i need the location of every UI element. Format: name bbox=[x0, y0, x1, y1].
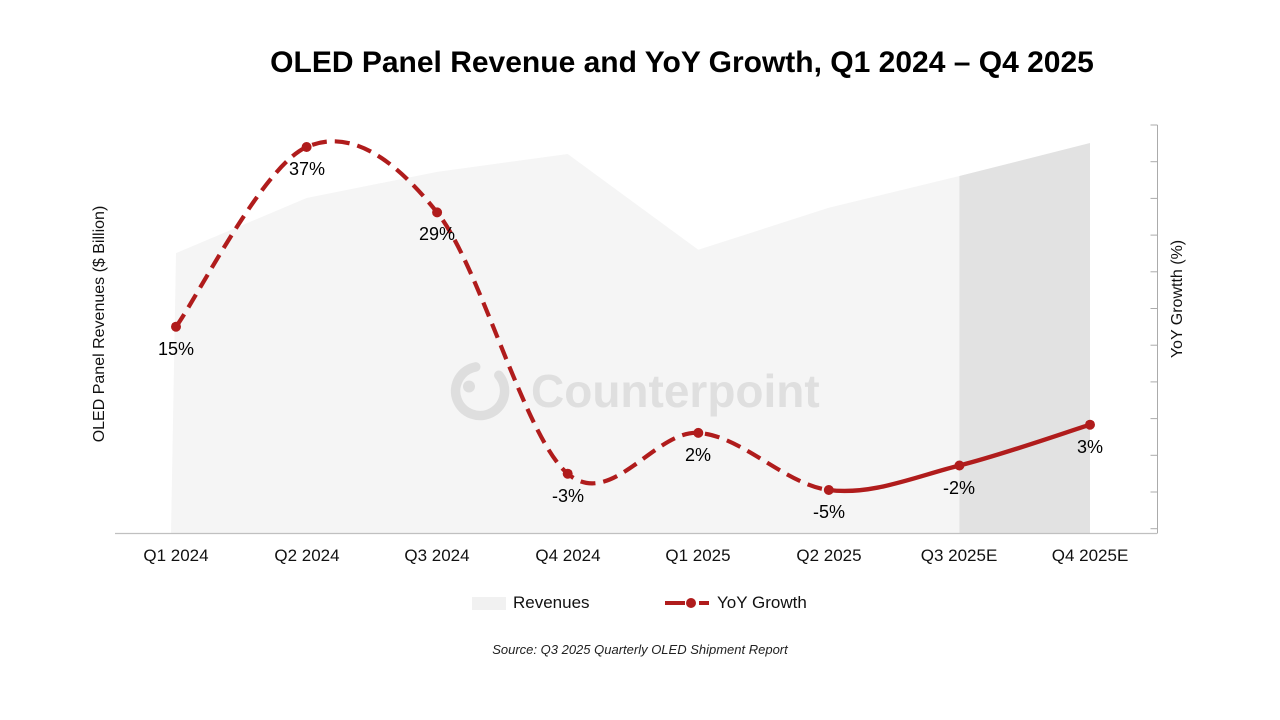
yoy-data-point-dot bbox=[432, 207, 443, 218]
x-axis-label: Q1 2025 bbox=[665, 546, 731, 565]
x-axis-label: Q1 2024 bbox=[143, 546, 209, 565]
yoy-data-point-dot bbox=[301, 142, 312, 152]
watermark: Counterpoint bbox=[450, 362, 820, 421]
source-note: Source: Q3 2025 Quarterly OLED Shipment … bbox=[492, 642, 788, 657]
x-axis-label: Q2 2024 bbox=[274, 546, 340, 565]
x-axis-label: Q2 2025 bbox=[796, 546, 862, 565]
legend-item-revenues: Revenues bbox=[472, 593, 590, 613]
yoy-data-point-dot bbox=[823, 485, 834, 495]
revenues-swatch-icon bbox=[472, 596, 506, 610]
yoy-data-point-dot bbox=[954, 460, 965, 471]
yoy-data-point-dot bbox=[693, 427, 704, 438]
x-axis-label: Q4 2025E bbox=[1051, 546, 1129, 565]
watermark-logo-icon bbox=[450, 362, 510, 421]
legend-item-yoy-growth: YoY Growth bbox=[664, 593, 807, 613]
x-axis-label: Q3 2024 bbox=[404, 546, 470, 565]
watermark-logo-dot-icon bbox=[463, 380, 475, 393]
yoy-line-layer bbox=[171, 139, 1095, 495]
chart-title: OLED Panel Revenue and YoY Growth, Q1 20… bbox=[270, 46, 1094, 79]
x-axis-label: Q3 2025E bbox=[920, 546, 998, 565]
yoy-line-marker-icon bbox=[665, 598, 709, 608]
legend-revenues-label: Revenues bbox=[513, 593, 590, 612]
yoy-data-point-dot bbox=[1085, 419, 1095, 430]
watermark-text: Counterpoint bbox=[531, 365, 820, 417]
yoy-data-point-dot bbox=[171, 321, 181, 332]
x-axis-label: Q4 2024 bbox=[535, 546, 601, 565]
x-axis-labels: Q1 2024 Q2 2024 Q3 2024 Q4 2024 Q1 2025 Q2 20… bbox=[0, 546, 1280, 570]
legend: Revenues YoY Growth bbox=[0, 593, 1280, 617]
revenue-area-estimate bbox=[959, 143, 1090, 533]
axes-layer bbox=[115, 124, 1158, 535]
yoy-line-dashed bbox=[174, 139, 830, 493]
yoy-data-point-dot bbox=[562, 468, 573, 479]
legend-yoy-label: YoY Growth bbox=[717, 593, 807, 612]
revenue-area-layer bbox=[171, 143, 1090, 533]
revenue-area bbox=[171, 154, 960, 533]
